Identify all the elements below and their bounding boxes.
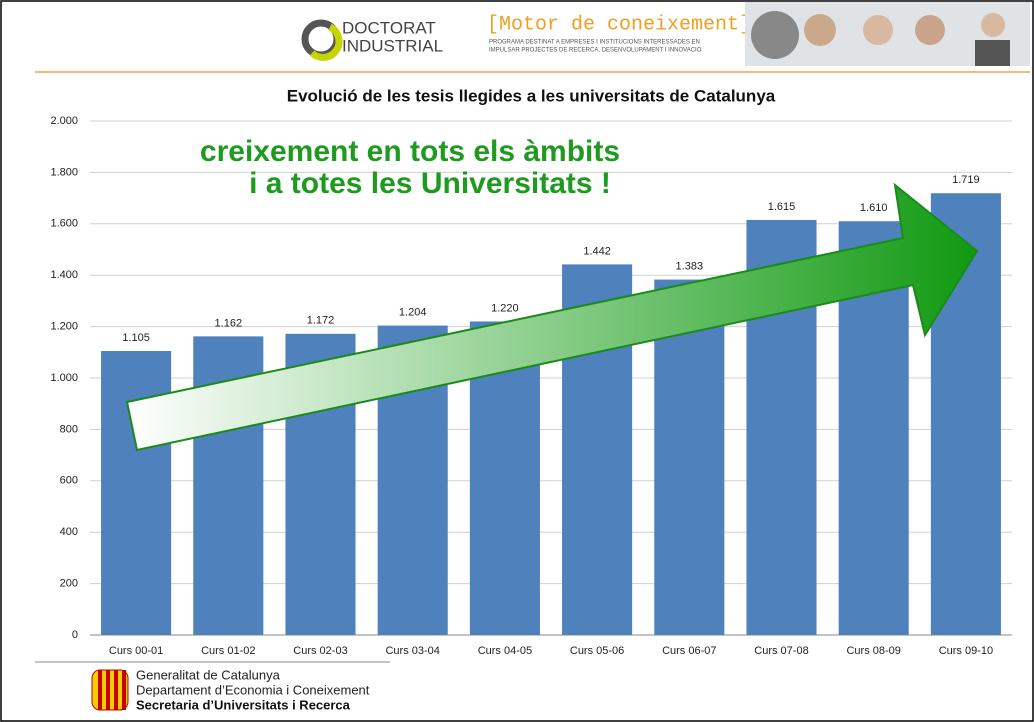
footer-text: Generalitat de Catalunya xyxy=(136,667,281,682)
value-label: 1.162 xyxy=(215,317,243,329)
chart-title: Evolució de les tesis llegides a les uni… xyxy=(287,86,776,105)
y-tick-label: 1.200 xyxy=(50,321,78,333)
y-tick-label: 2.000 xyxy=(50,115,78,127)
footer-text: Secretaria d’Universitats i Recerca xyxy=(136,697,351,712)
y-tick-label: 800 xyxy=(60,423,78,435)
x-tick-label: Curs 03-04 xyxy=(385,645,439,657)
motto: [Motor de coneixement] xyxy=(487,13,751,36)
annotation: i a totes les Universitats ! xyxy=(249,167,611,200)
plot: 0 200 400 600 800 1.000 1.200 1.400 1.600 1.800 2.… xyxy=(50,115,1012,657)
value-label: 1.383 xyxy=(676,260,704,272)
x-tick-label: Curs 04-05 xyxy=(478,645,532,657)
x-tick-label: Curs 09-10 xyxy=(939,645,993,657)
x-tick-label: Curs 07-08 xyxy=(754,645,808,657)
y-tick-label: 600 xyxy=(60,475,78,487)
bar xyxy=(654,279,725,635)
x-tick-label: Curs 08-09 xyxy=(846,645,900,657)
value-label: 1.442 xyxy=(583,245,611,257)
x-tick-label: Curs 06-07 xyxy=(662,645,716,657)
y-tick-label: 1.600 xyxy=(50,218,78,230)
y-tick-label: 1.000 xyxy=(50,372,78,384)
x-tick-label: Curs 05-06 xyxy=(570,645,624,657)
tagline: IMPULSAR PROJECTES DE RECERCA, DESENVOLU… xyxy=(489,47,702,54)
logo-icon xyxy=(301,19,343,61)
footer-logo xyxy=(91,669,129,711)
value-label: 1.615 xyxy=(768,201,796,213)
y-tick-label: 1.400 xyxy=(50,269,78,281)
y-tick-label: 1.800 xyxy=(50,166,78,178)
value-label: 1.204 xyxy=(399,306,427,318)
annotation: creixement en tots els àmbits xyxy=(200,135,620,168)
trend-arrow xyxy=(125,182,979,452)
y-tick-label: 0 xyxy=(72,629,78,641)
x-tick-label: Curs 02-03 xyxy=(293,645,347,657)
x-tick-label: Curs 00-01 xyxy=(109,645,163,657)
value-label: 1.105 xyxy=(122,332,150,344)
tagline: PROGRAMA DESTINAT A EMPRESES I INSTITUCI… xyxy=(489,40,700,46)
footer-text: Departament d’Economia i Coneixement xyxy=(136,682,370,697)
bar xyxy=(101,351,172,635)
y-tick-label: 200 xyxy=(60,578,78,590)
value-label: 1.172 xyxy=(307,315,335,327)
value-label: 1.220 xyxy=(491,302,519,314)
value-label: 1.610 xyxy=(860,202,888,214)
header-photos xyxy=(745,2,1030,66)
brand: DOCTORAT xyxy=(342,18,436,37)
x-tick-label: Curs 01-02 xyxy=(201,645,255,657)
brand: INDUSTRIAL xyxy=(342,36,443,55)
value-label: 1.719 xyxy=(952,174,980,186)
y-tick-label: 400 xyxy=(60,526,78,538)
